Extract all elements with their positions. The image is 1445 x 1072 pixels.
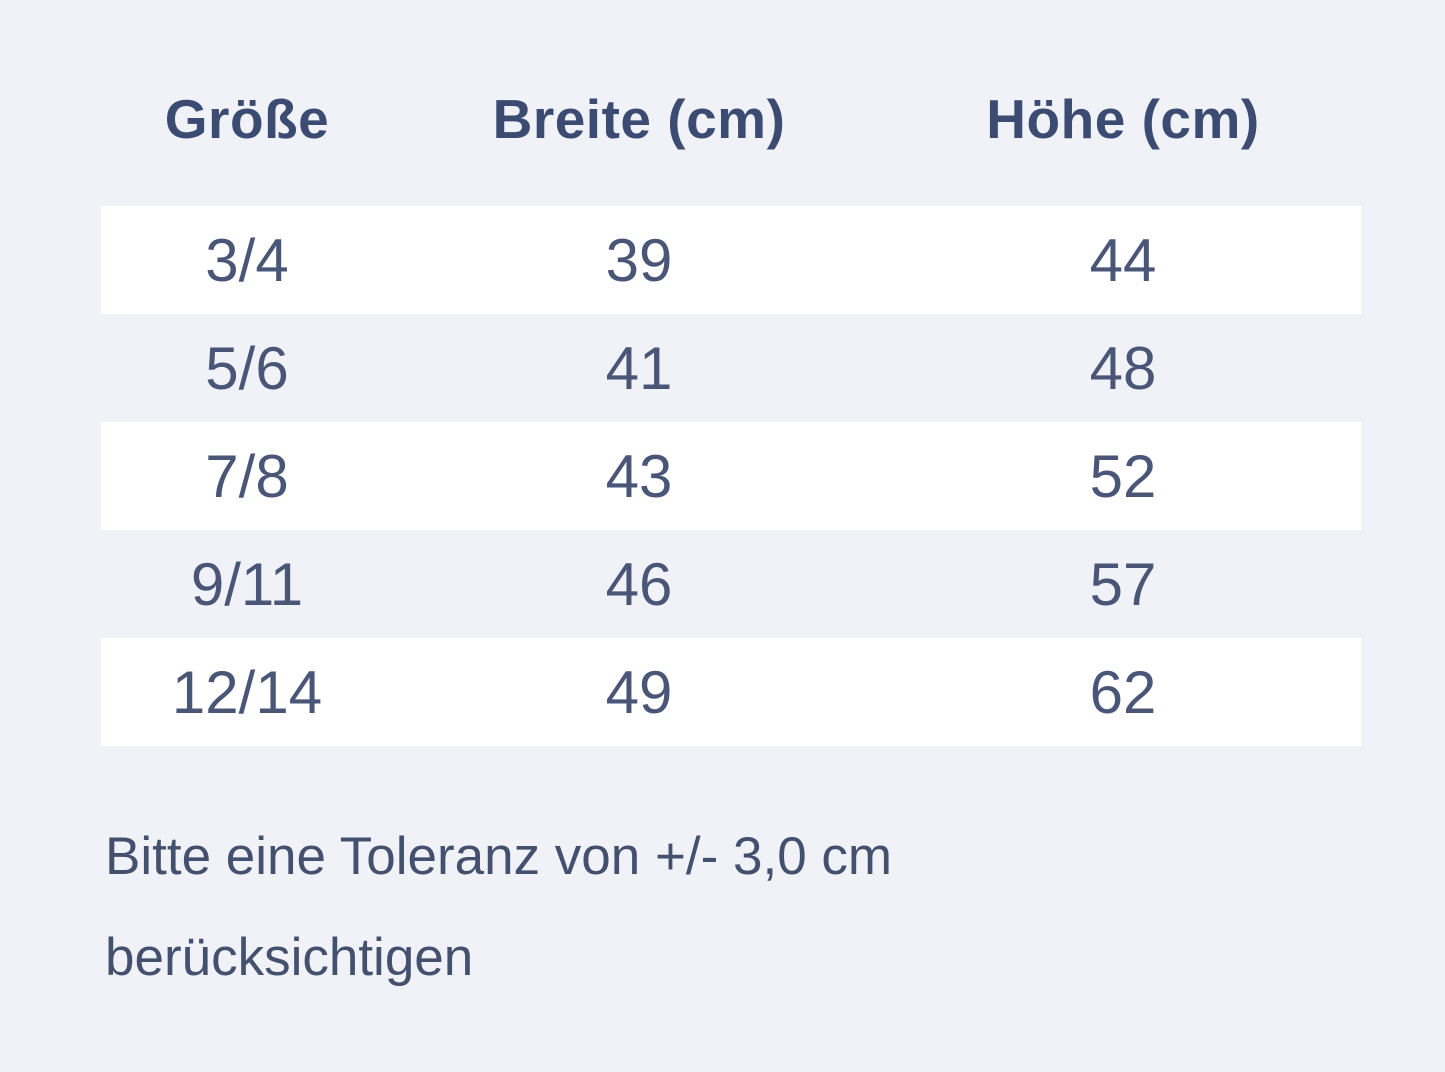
width-cell: 41 [605, 334, 673, 402]
table-header-row: Größe Breite (cm) Höhe (cm) [101, 87, 1361, 151]
table-row: 12/14 49 62 [101, 638, 1361, 746]
width-cell: 43 [605, 442, 673, 510]
tolerance-note-line-2: berücksichtigen [105, 928, 474, 987]
height-cell: 48 [1089, 334, 1157, 402]
column-header-hoehe: Höhe (cm) [986, 88, 1260, 150]
table-body: 3/4 39 44 5/6 41 48 7/8 43 52 9/11 46 57… [101, 206, 1361, 746]
size-chart-table: Größe Breite (cm) Höhe (cm) 3/4 39 44 5/… [101, 0, 1361, 746]
height-cell: 44 [1089, 226, 1157, 294]
size-cell: 12/14 [171, 658, 323, 726]
size-cell: 7/8 [205, 442, 289, 510]
height-cell: 62 [1089, 658, 1157, 726]
column-header-groesse: Größe [164, 88, 330, 150]
width-cell: 46 [605, 550, 673, 618]
height-cell: 52 [1089, 442, 1157, 510]
tolerance-note: Bitte eine Toleranz von +/- 3,0 cm berüc… [105, 806, 892, 1008]
height-cell: 57 [1089, 550, 1157, 618]
table-row: 5/6 41 48 [101, 314, 1361, 422]
table-row: 9/11 46 57 [101, 530, 1361, 638]
size-cell: 9/11 [190, 550, 304, 618]
size-cell: 3/4 [205, 226, 289, 294]
table-row: 3/4 39 44 [101, 206, 1361, 314]
column-header-breite: Breite (cm) [492, 88, 786, 150]
width-cell: 39 [605, 226, 673, 294]
tolerance-note-line-1: Bitte eine Toleranz von +/- 3,0 cm [105, 827, 893, 886]
table-row: 7/8 43 52 [101, 422, 1361, 530]
width-cell: 49 [605, 658, 673, 726]
size-cell: 5/6 [205, 334, 289, 402]
